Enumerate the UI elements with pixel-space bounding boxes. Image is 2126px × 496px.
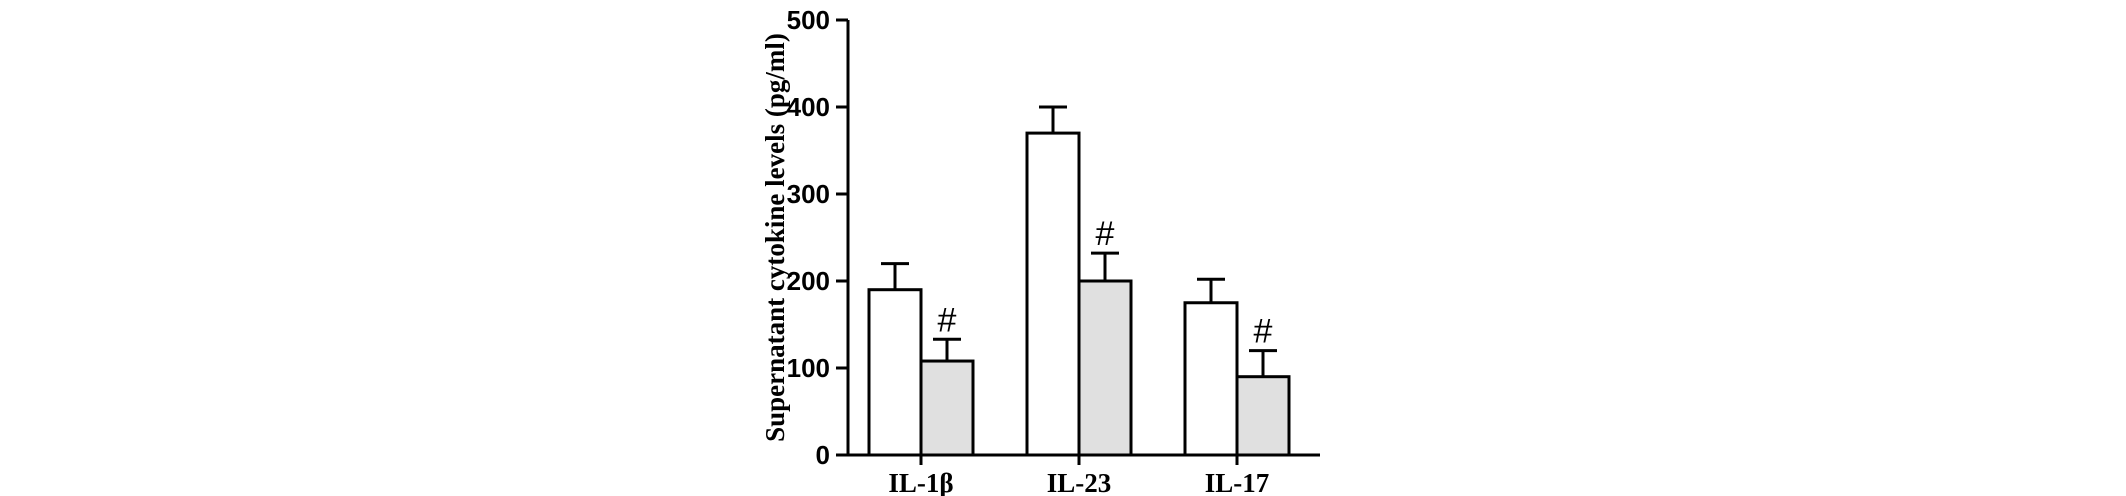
bar <box>1025 131 1081 457</box>
y-tick-label: 400 <box>787 92 830 122</box>
x-category-label: IL-17 <box>1205 468 1270 496</box>
y-tick-label: 200 <box>787 266 830 296</box>
y-tick-label: 0 <box>816 440 830 470</box>
y-tick-label: 500 <box>787 5 830 35</box>
significance-marker: # <box>1254 313 1273 351</box>
bar <box>1183 301 1239 457</box>
bar <box>919 359 975 457</box>
x-category-label: IL-1β <box>888 468 953 496</box>
bar <box>1235 375 1291 457</box>
y-tick-label: 100 <box>787 353 830 383</box>
significance-marker: # <box>1096 215 1115 253</box>
bar <box>1077 279 1133 457</box>
bar <box>867 288 923 457</box>
x-category-label: IL-23 <box>1047 468 1112 496</box>
significance-marker: # <box>938 301 957 339</box>
y-tick-label: 300 <box>787 179 830 209</box>
chart-labels: IL-1β IL-23 IL-17 # # # <box>888 215 1272 496</box>
y-axis-title: Supernatant cytokine levels (pg/ml) <box>760 33 790 442</box>
chart-bars <box>867 105 1291 457</box>
